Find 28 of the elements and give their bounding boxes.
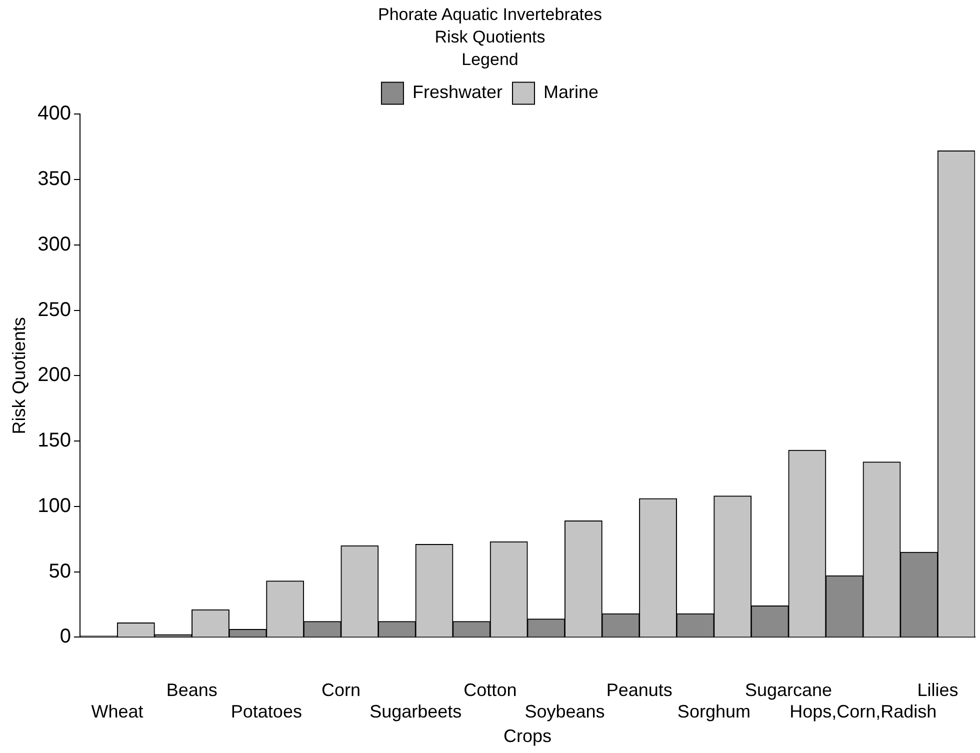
x-axis-title: Crops <box>503 726 552 746</box>
x-tick-label: Beans <box>166 680 218 700</box>
x-tick-label: Peanuts <box>606 680 672 700</box>
y-tick-label: 100 <box>38 494 71 517</box>
x-tick-label: Sugarcane <box>744 680 832 700</box>
y-tick-label: 200 <box>38 364 71 386</box>
y-axis-title: Risk Quotients <box>8 317 29 434</box>
x-tick-label: Sorghum <box>677 702 750 722</box>
legend-title: Legend <box>462 50 518 69</box>
legend-label: Marine <box>544 82 599 102</box>
chart-title: Phorate Aquatic Invertebrates <box>378 4 602 24</box>
x-tick-label: Cotton <box>464 680 517 700</box>
x-tick-label: Lilies <box>917 680 958 700</box>
y-tick-label: 400 <box>38 102 71 125</box>
x-tick-label: Potatoes <box>230 702 302 722</box>
x-tick-label: Wheat <box>91 702 144 722</box>
y-tick-label: 300 <box>38 233 71 256</box>
y-tick-label: 50 <box>48 560 71 582</box>
y-tick-label: 350 <box>38 168 71 190</box>
y-tick-label: 250 <box>38 298 71 321</box>
y-tick-label: 150 <box>38 430 71 452</box>
chart-subtitle: Risk Quotients <box>434 27 546 46</box>
y-tick-label: 0 <box>60 626 71 648</box>
x-tick-label: Corn <box>322 680 361 700</box>
x-tick-label: Soybeans <box>524 702 605 722</box>
x-tick-label: Hops,Corn,Radish <box>790 702 937 722</box>
x-tick-label: Sugarbeets <box>370 702 462 722</box>
legend-label: Freshwater <box>412 82 503 102</box>
